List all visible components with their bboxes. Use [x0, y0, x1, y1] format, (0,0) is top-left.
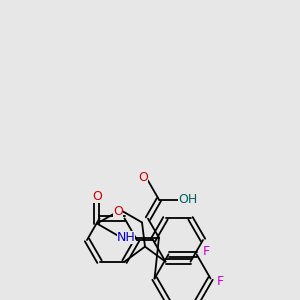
Text: F: F: [217, 275, 224, 288]
Text: F: F: [203, 245, 210, 258]
Text: OH: OH: [178, 193, 198, 206]
Text: O: O: [113, 205, 123, 218]
Text: O: O: [138, 171, 148, 184]
Text: NH: NH: [117, 231, 135, 244]
Text: O: O: [92, 190, 102, 203]
